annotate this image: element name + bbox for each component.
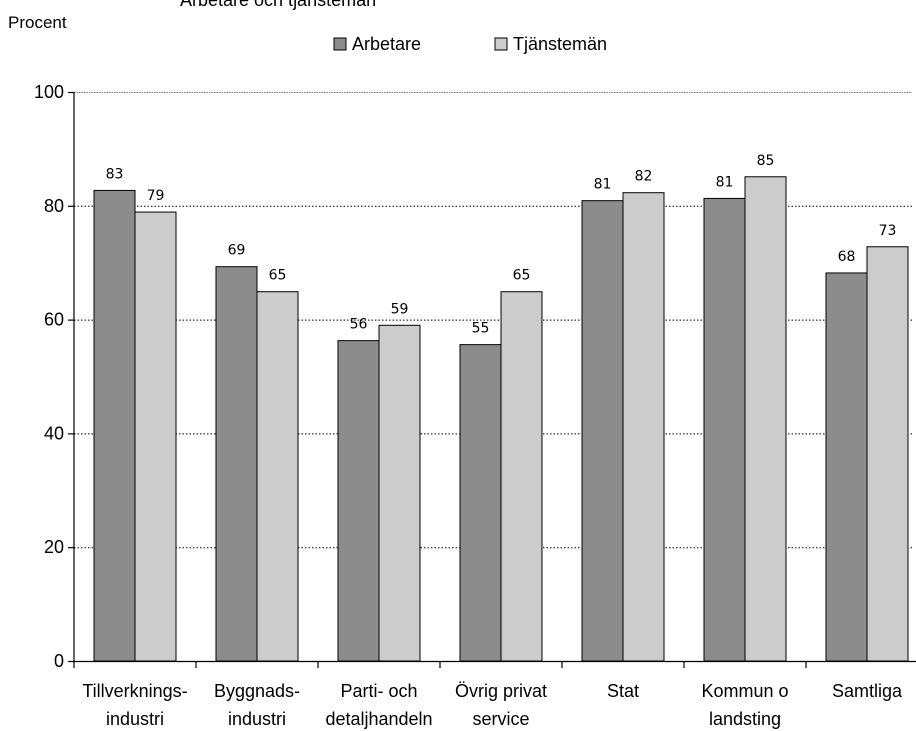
x-tick-label: Samtliga bbox=[832, 681, 903, 701]
bar-arbetare-0 bbox=[93, 189, 136, 662]
bar-tj-nstem-n-0 bbox=[134, 211, 177, 662]
data-label: 82 bbox=[635, 169, 653, 185]
x-tick-label: Övrig privat bbox=[455, 681, 547, 701]
legend: Arbetare Tjänstemän bbox=[333, 34, 607, 54]
y-tick-label: 0 bbox=[54, 651, 64, 671]
data-label: 81 bbox=[594, 177, 612, 193]
data-label: 68 bbox=[838, 249, 856, 265]
bar-tj-nstem-n-1 bbox=[256, 291, 299, 662]
x-tick-labels: Tillverknings-industri Byggnads-industri P… bbox=[82, 681, 903, 729]
data-label: 79 bbox=[147, 188, 165, 204]
legend-label: Arbetare bbox=[352, 34, 421, 54]
data-label: 65 bbox=[513, 268, 531, 284]
bar-arbetare-5 bbox=[703, 197, 746, 662]
y-tick-label: 80 bbox=[44, 196, 64, 216]
x-tick-label: service bbox=[472, 709, 529, 729]
bar-tj-nstem-n-4 bbox=[622, 192, 665, 662]
bar-tj-nstem-n-2 bbox=[378, 324, 421, 662]
x-tick-label: Parti- och bbox=[340, 681, 417, 701]
x-tick-label: industri bbox=[228, 709, 286, 729]
bar-tj-nstem-n-3 bbox=[500, 291, 543, 662]
bars bbox=[93, 176, 909, 662]
y-tick-labels: 0 20 40 60 80 100 bbox=[34, 82, 64, 671]
x-tick-label: Stat bbox=[607, 681, 639, 701]
x-tick-label: Tillverknings- bbox=[82, 681, 187, 701]
bar-arbetare-1 bbox=[215, 266, 258, 662]
y-tick-label: 20 bbox=[44, 537, 64, 557]
bar-tj-nstem-n-5 bbox=[744, 176, 787, 662]
x-tick-label: industri bbox=[106, 709, 164, 729]
gridlines bbox=[74, 92, 912, 549]
data-label: 56 bbox=[350, 317, 368, 333]
bar-arbetare-6 bbox=[825, 272, 868, 662]
y-tick-label: 60 bbox=[44, 310, 64, 330]
y-axis-label: Procent bbox=[8, 13, 67, 32]
y-tick-label: 100 bbox=[34, 82, 64, 102]
x-tick-label: landsting bbox=[709, 709, 781, 729]
chart-title: Arbetare och tjänstemän bbox=[180, 0, 376, 10]
value-labels: 83 79 69 65 56 59 55 65 81 82 81 85 68 73 bbox=[106, 153, 897, 337]
bar-arbetare-4 bbox=[581, 200, 624, 662]
x-tick-label: Kommun o bbox=[701, 681, 788, 701]
data-label: 83 bbox=[106, 166, 124, 182]
data-label: 69 bbox=[228, 243, 246, 259]
bar-arbetare-3 bbox=[459, 344, 502, 662]
legend-swatch bbox=[333, 37, 347, 51]
data-label: 65 bbox=[269, 268, 287, 284]
y-tick-label: 40 bbox=[44, 423, 64, 443]
legend-swatch bbox=[494, 37, 508, 51]
legend-label: Tjänstemän bbox=[513, 34, 607, 54]
data-label: 55 bbox=[472, 321, 490, 337]
data-label: 85 bbox=[757, 153, 775, 169]
x-tick-label: Byggnads- bbox=[214, 681, 300, 701]
data-label: 59 bbox=[391, 301, 409, 317]
x-tick-label: detaljhandeln bbox=[325, 709, 432, 729]
data-label: 81 bbox=[716, 174, 734, 190]
bar-tj-nstem-n-6 bbox=[866, 246, 909, 662]
axes bbox=[68, 91, 916, 668]
data-label: 73 bbox=[879, 223, 897, 239]
bar-arbetare-2 bbox=[337, 340, 380, 662]
